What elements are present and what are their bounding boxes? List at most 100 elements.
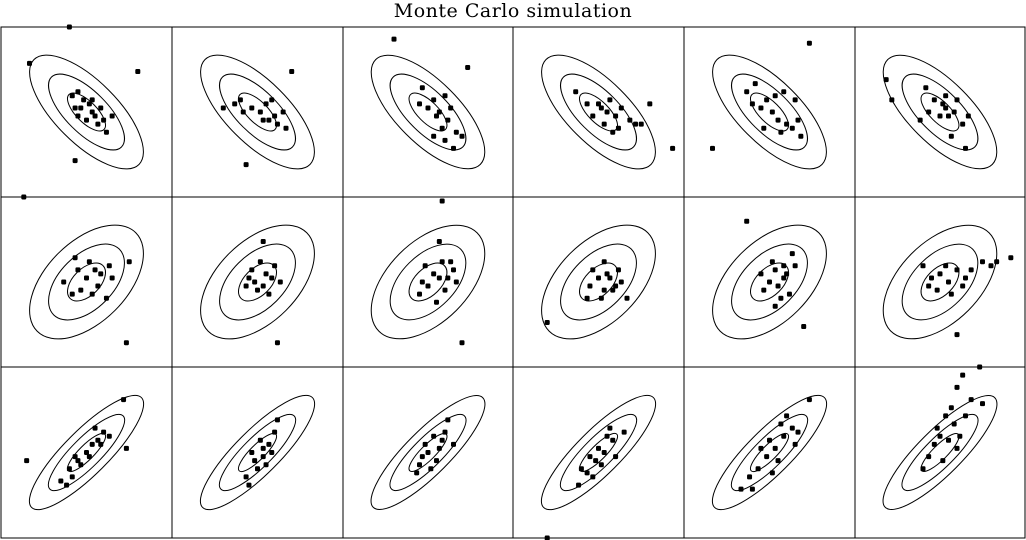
- scatter-point: [249, 267, 255, 273]
- contour-ellipse-1: [579, 262, 618, 302]
- scatter-point: [442, 429, 448, 435]
- scatter-point: [101, 429, 107, 435]
- scatter-point: [123, 340, 129, 346]
- scatter-point: [968, 397, 974, 403]
- scatter-point: [784, 121, 790, 127]
- scatter-point: [445, 417, 451, 423]
- scatter-point: [775, 458, 781, 464]
- scatter-point: [931, 441, 937, 447]
- scatter-point: [584, 295, 590, 301]
- scatter-panel-r0-c4: [710, 40, 827, 170]
- scatter-point: [448, 259, 454, 265]
- scatter-point: [621, 429, 627, 435]
- scatter-point: [103, 295, 109, 301]
- scatter-panel-r1-c3: [541, 224, 656, 340]
- panel-frame-r2-c5: [854, 366, 1026, 539]
- scatter-point: [92, 425, 98, 431]
- scatter-point: [792, 263, 798, 269]
- scatter-point: [220, 105, 226, 111]
- scatter-point: [27, 60, 32, 66]
- contour-ellipse-3: [370, 224, 486, 340]
- scatter-point: [246, 275, 252, 281]
- scatter-point: [948, 405, 954, 411]
- scatter-point: [89, 441, 95, 447]
- scatter-point: [436, 109, 442, 115]
- scatter-point: [451, 267, 456, 273]
- contour-ellipse-2: [731, 243, 808, 321]
- scatter-point: [781, 263, 787, 269]
- scatter-point: [249, 450, 255, 455]
- scatter-point: [940, 101, 946, 107]
- scatter-point: [980, 259, 985, 265]
- scatter-point: [95, 121, 101, 127]
- scatter-point: [436, 275, 442, 281]
- panel-frame-r2-c4: [683, 366, 856, 539]
- scatter-point: [109, 113, 115, 119]
- scatter-panel-r1-c0: [21, 194, 144, 346]
- contour-ellipse-2: [730, 413, 809, 492]
- scatter-point: [965, 113, 971, 119]
- scatter-point: [775, 117, 781, 123]
- scatter-point: [21, 194, 27, 200]
- scatter-point: [442, 287, 448, 293]
- contour-ellipse-2: [48, 243, 125, 321]
- scatter-point: [255, 466, 260, 472]
- scatter-point: [960, 121, 966, 127]
- contour-ellipse-3: [711, 394, 828, 511]
- scatter-point: [590, 474, 596, 480]
- scatter-panel-r2-c0: [24, 394, 145, 511]
- scatter-point: [431, 133, 437, 139]
- scatter-point: [977, 364, 983, 370]
- scatter-point: [596, 445, 601, 451]
- contour-ellipse-3: [540, 394, 657, 511]
- scatter-point: [960, 283, 966, 289]
- scatter-point: [98, 441, 104, 447]
- scatter-point: [121, 397, 127, 403]
- scatter-point: [917, 117, 923, 123]
- scatter-point: [98, 271, 104, 277]
- scatter-point: [778, 129, 784, 135]
- scatter-point: [758, 105, 764, 111]
- scatter-point: [576, 482, 582, 488]
- contour-ellipse-2: [901, 414, 979, 491]
- scatter-point: [792, 441, 798, 447]
- contour-ellipse-2: [219, 73, 296, 151]
- scatter-point: [598, 462, 604, 468]
- scatter-panel-r0-c0: [27, 24, 144, 170]
- scatter-point: [792, 97, 798, 103]
- scatter-point: [72, 255, 78, 261]
- scatter-point: [778, 295, 784, 301]
- contour-ellipse-1: [67, 262, 106, 302]
- scatter-point: [604, 433, 610, 439]
- panel-frame-r1-c2: [342, 196, 514, 368]
- panel-frame-r1-c3: [512, 196, 685, 368]
- scatter-point: [738, 486, 744, 492]
- scatter-point: [257, 259, 263, 265]
- scatter-point: [277, 279, 283, 285]
- scatter-point: [419, 454, 425, 460]
- contour-ellipse-1: [579, 92, 618, 132]
- scatter-point: [544, 535, 550, 540]
- panel-frame-r0-c1: [171, 26, 344, 198]
- contour-ellipse-2: [901, 73, 979, 151]
- scatter-point: [417, 101, 422, 107]
- scatter-point: [246, 482, 252, 488]
- scatter-point: [590, 113, 596, 119]
- scatter-point: [988, 263, 994, 269]
- contour-ellipse-3: [28, 394, 145, 511]
- scatter-point: [283, 125, 289, 131]
- scatter-point: [710, 145, 715, 151]
- contour-ellipse-2: [218, 413, 297, 492]
- scatter-panel-r2-c2: [370, 395, 486, 510]
- scatter-point: [260, 239, 266, 245]
- scatter-point: [78, 105, 84, 111]
- scatter-point: [764, 97, 770, 103]
- scatter-panel-r1-c4: [712, 218, 827, 340]
- scatter-point: [926, 109, 932, 115]
- scatter-point: [937, 433, 943, 439]
- scatter-point: [436, 445, 442, 451]
- scatter-point: [618, 105, 624, 111]
- scatter-point: [249, 105, 255, 111]
- scatter-point: [789, 425, 795, 431]
- contour-ellipse-2: [560, 73, 637, 151]
